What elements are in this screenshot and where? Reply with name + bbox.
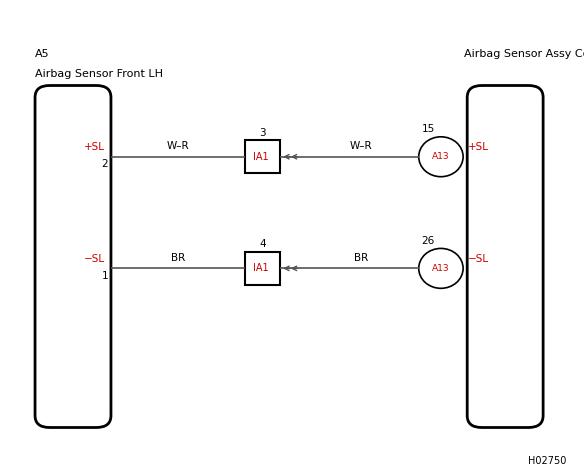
Text: −SL: −SL bbox=[468, 254, 489, 264]
Text: 26: 26 bbox=[422, 236, 435, 246]
Text: Airbag Sensor Assy Center: Airbag Sensor Assy Center bbox=[464, 49, 584, 59]
Text: BR: BR bbox=[171, 253, 185, 263]
Text: W–R: W–R bbox=[167, 141, 189, 151]
Text: IA1: IA1 bbox=[253, 263, 269, 274]
FancyBboxPatch shape bbox=[245, 252, 280, 285]
Ellipse shape bbox=[419, 137, 463, 177]
Text: BR: BR bbox=[354, 253, 369, 263]
FancyBboxPatch shape bbox=[245, 140, 280, 173]
Text: +SL: +SL bbox=[468, 142, 489, 152]
Text: 3: 3 bbox=[259, 128, 266, 138]
FancyBboxPatch shape bbox=[467, 86, 543, 428]
Text: A5: A5 bbox=[35, 49, 50, 59]
Text: A13: A13 bbox=[432, 152, 450, 161]
Text: 2: 2 bbox=[102, 159, 108, 169]
Text: 4: 4 bbox=[259, 239, 266, 249]
Text: −SL: −SL bbox=[84, 254, 105, 264]
Text: Airbag Sensor Front LH: Airbag Sensor Front LH bbox=[35, 69, 163, 79]
Text: 15: 15 bbox=[422, 124, 435, 134]
Ellipse shape bbox=[419, 248, 463, 288]
Text: 1: 1 bbox=[102, 271, 108, 281]
Text: W–R: W–R bbox=[350, 141, 373, 151]
Text: H02750: H02750 bbox=[528, 456, 566, 466]
Text: +SL: +SL bbox=[84, 142, 105, 152]
Text: A13: A13 bbox=[432, 264, 450, 273]
FancyBboxPatch shape bbox=[35, 86, 111, 428]
Text: IA1: IA1 bbox=[253, 152, 269, 162]
